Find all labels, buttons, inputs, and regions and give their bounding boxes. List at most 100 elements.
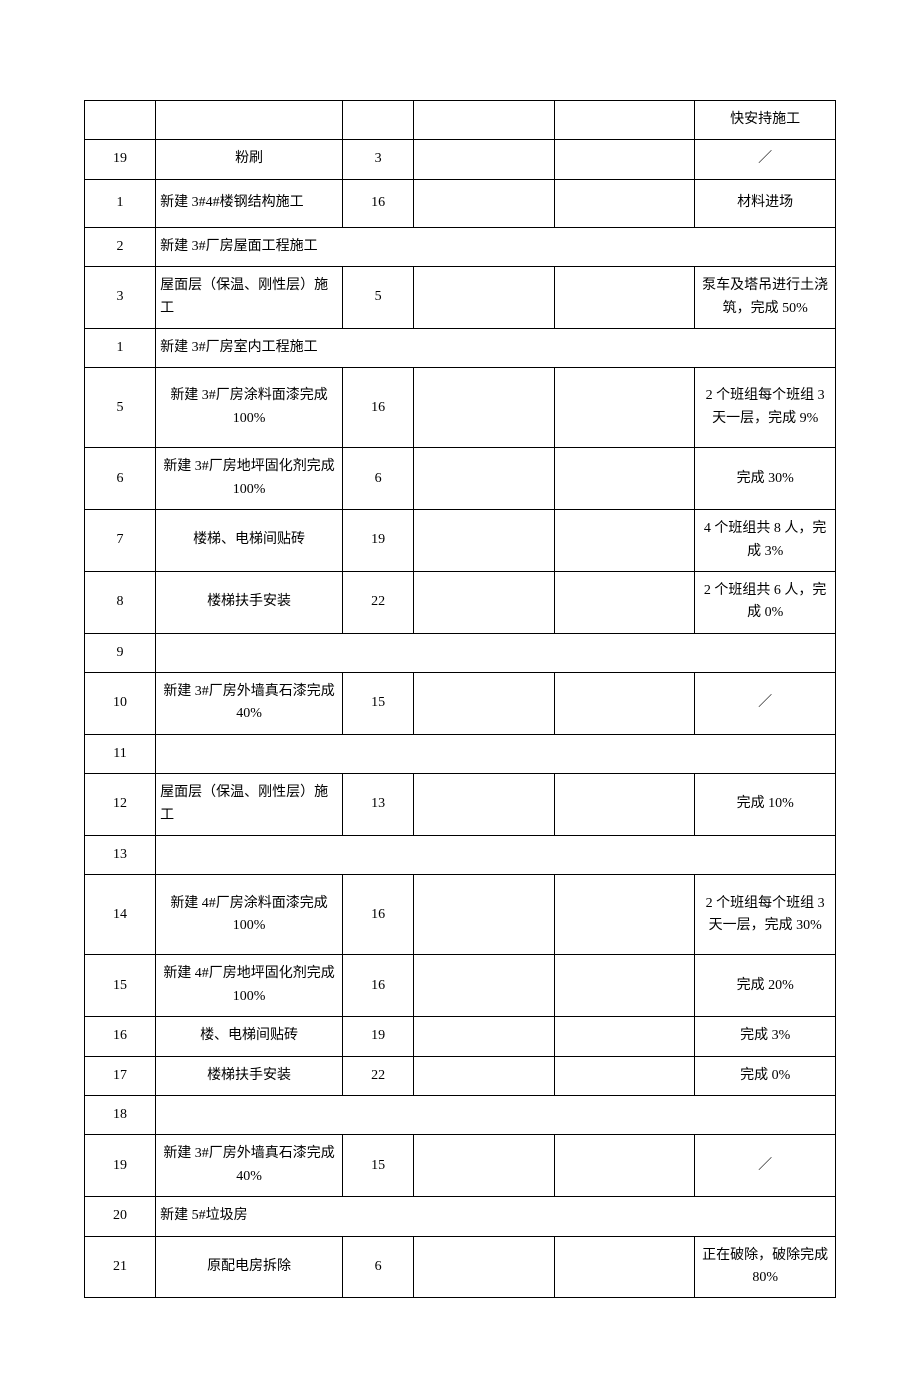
empty-cell	[414, 179, 555, 227]
value-cell: 16	[343, 368, 414, 448]
table-row: 8楼梯扶手安装222 个班组共 6 人，完成 0%	[85, 571, 836, 633]
description-cell: 新建 3#厂房外墙真石漆完成 40%	[156, 673, 343, 735]
row-number-cell: 13	[85, 836, 156, 875]
value-cell: 15	[343, 1135, 414, 1197]
row-number-cell: 12	[85, 774, 156, 836]
row-number-cell: 18	[85, 1095, 156, 1134]
table-body: 快安持施工19粉刷3／1新建 3#4#楼钢结构施工16材料进场2新建 3#厂房屋…	[85, 101, 836, 1298]
value-cell: 15	[343, 673, 414, 735]
description-cell: 楼梯、电梯间贴砖	[156, 510, 343, 572]
description-cell: 新建 3#厂房涂料面漆完成 100%	[156, 368, 343, 448]
empty-cell	[554, 1236, 695, 1298]
merged-description-cell	[156, 836, 836, 875]
description-cell: 新建 4#厂房地坪固化剂完成 100%	[156, 955, 343, 1017]
row-number-cell: 11	[85, 734, 156, 773]
description-cell: 原配电房拆除	[156, 1236, 343, 1298]
row-number-cell: 9	[85, 633, 156, 672]
table-row: 15新建 4#厂房地坪固化剂完成 100%16 完成 20%	[85, 955, 836, 1017]
row-number-cell: 5	[85, 368, 156, 448]
empty-cell	[414, 673, 555, 735]
note-cell: 材料进场	[695, 179, 836, 227]
description-cell	[156, 101, 343, 140]
empty-cell	[554, 267, 695, 329]
table-row: 20新建 5#垃圾房	[85, 1197, 836, 1236]
merged-description-cell: 新建 3#厂房室内工程施工	[156, 328, 836, 367]
table-row: 19新建 3#厂房外墙真石漆完成 40%15／	[85, 1135, 836, 1197]
note-cell: 4 个班组共 8 人，完成 3%	[695, 510, 836, 572]
empty-cell	[554, 774, 695, 836]
note-cell: 泵车及塔吊进行土浇筑，完成 50%	[695, 267, 836, 329]
note-cell: 完成 30%	[695, 448, 836, 510]
table-row: 快安持施工	[85, 101, 836, 140]
empty-cell	[414, 571, 555, 633]
description-cell: 新建 4#厂房涂料面漆完成 100%	[156, 875, 343, 955]
note-cell: ／	[695, 1135, 836, 1197]
row-number-cell: 1	[85, 328, 156, 367]
value-cell: 6	[343, 1236, 414, 1298]
row-number-cell: 21	[85, 1236, 156, 1298]
row-number-cell: 8	[85, 571, 156, 633]
row-number-cell: 16	[85, 1017, 156, 1056]
table-row: 21原配电房拆除6 正在破除，破除完成 80%	[85, 1236, 836, 1298]
note-cell: 正在破除，破除完成 80%	[695, 1236, 836, 1298]
merged-description-cell	[156, 633, 836, 672]
empty-cell	[414, 955, 555, 1017]
empty-cell	[414, 510, 555, 572]
document-page: 快安持施工19粉刷3／1新建 3#4#楼钢结构施工16材料进场2新建 3#厂房屋…	[0, 0, 920, 1398]
row-number-cell: 7	[85, 510, 156, 572]
description-cell: 楼、电梯间贴砖	[156, 1017, 343, 1056]
table-row: 16楼、电梯间贴砖19完成 3%	[85, 1017, 836, 1056]
empty-cell	[414, 140, 555, 179]
row-number-cell: 2	[85, 227, 156, 266]
table-row: 11	[85, 734, 836, 773]
description-cell: 新建 3#厂房外墙真石漆完成 40%	[156, 1135, 343, 1197]
row-number-cell: 10	[85, 673, 156, 735]
construction-schedule-table: 快安持施工19粉刷3／1新建 3#4#楼钢结构施工16材料进场2新建 3#厂房屋…	[84, 100, 836, 1298]
row-number-cell: 1	[85, 179, 156, 227]
empty-cell	[554, 448, 695, 510]
table-row: 1新建 3#厂房室内工程施工	[85, 328, 836, 367]
value-cell: 16	[343, 955, 414, 1017]
empty-cell	[554, 571, 695, 633]
value-cell: 5	[343, 267, 414, 329]
value-cell: 16	[343, 179, 414, 227]
table-row: 18	[85, 1095, 836, 1134]
empty-cell	[554, 1017, 695, 1056]
empty-cell	[554, 673, 695, 735]
merged-description-cell	[156, 1095, 836, 1134]
row-number-cell: 15	[85, 955, 156, 1017]
row-number-cell: 19	[85, 140, 156, 179]
empty-cell	[414, 368, 555, 448]
table-row: 2新建 3#厂房屋面工程施工	[85, 227, 836, 266]
empty-cell	[414, 1017, 555, 1056]
empty-cell	[414, 267, 555, 329]
table-row: 1新建 3#4#楼钢结构施工16 材料进场	[85, 179, 836, 227]
description-cell: 新建 3#4#楼钢结构施工	[156, 179, 343, 227]
value-cell: 3	[343, 140, 414, 179]
table-row: 3屋面层（保温、刚性层）施工5泵车及塔吊进行土浇筑，完成 50%	[85, 267, 836, 329]
empty-cell	[554, 955, 695, 1017]
note-cell: 完成 20%	[695, 955, 836, 1017]
table-row: 13	[85, 836, 836, 875]
row-number-cell: 3	[85, 267, 156, 329]
value-cell: 22	[343, 1056, 414, 1095]
empty-cell	[414, 875, 555, 955]
value-cell: 22	[343, 571, 414, 633]
description-cell: 楼梯扶手安装	[156, 1056, 343, 1095]
note-cell: 2 个班组每个班组 3 天一层，完成 30%	[695, 875, 836, 955]
empty-cell	[554, 1135, 695, 1197]
description-cell: 粉刷	[156, 140, 343, 179]
row-number-cell: 17	[85, 1056, 156, 1095]
empty-cell	[554, 1056, 695, 1095]
table-row: 19粉刷3／	[85, 140, 836, 179]
table-row: 9	[85, 633, 836, 672]
value-cell: 19	[343, 1017, 414, 1056]
value-cell: 16	[343, 875, 414, 955]
value-cell: 13	[343, 774, 414, 836]
merged-description-cell	[156, 734, 836, 773]
description-cell: 新建 3#厂房地坪固化剂完成 100%	[156, 448, 343, 510]
empty-cell	[554, 368, 695, 448]
note-cell: 完成 10%	[695, 774, 836, 836]
table-row: 10新建 3#厂房外墙真石漆完成 40%15／	[85, 673, 836, 735]
empty-cell	[414, 1135, 555, 1197]
